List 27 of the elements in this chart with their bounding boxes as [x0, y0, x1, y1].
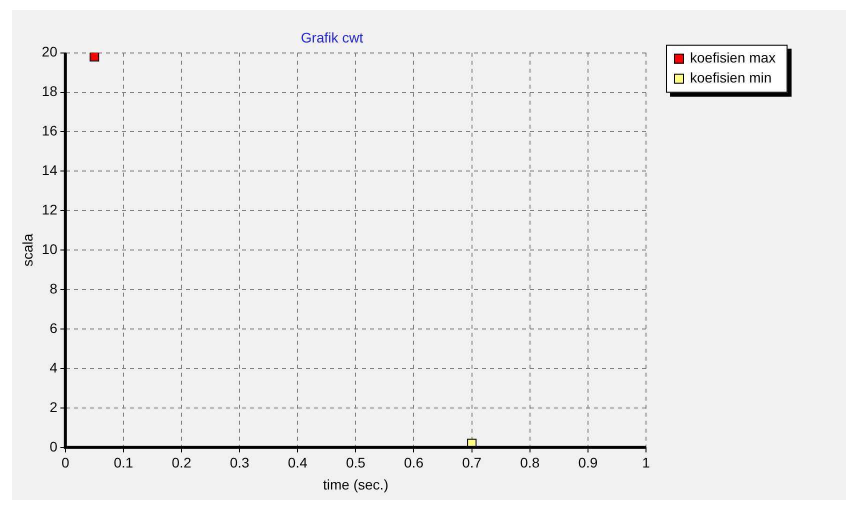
y-tick-label: 18 — [42, 83, 58, 100]
x-tick-label: 1 — [642, 454, 650, 471]
x-tick-label: 0.5 — [346, 454, 366, 471]
legend-label: koefisien max — [690, 50, 776, 66]
y-tick-label: 10 — [42, 240, 58, 257]
y-tick-label: 4 — [50, 359, 58, 376]
y-axis-title: scala — [19, 234, 36, 266]
x-tick-label: 0.2 — [172, 454, 192, 471]
y-tick-label: 16 — [42, 122, 58, 139]
x-tick-label: 0 — [61, 454, 70, 471]
x-axis-title: time (sec.) — [323, 476, 388, 492]
x-tick-label: 0.3 — [230, 454, 250, 471]
legend-label: koefisien min — [690, 70, 772, 86]
y-tick-label: 6 — [50, 320, 58, 336]
y-tick-label: 12 — [42, 202, 58, 218]
x-tick-label: 0.4 — [288, 454, 308, 471]
x-tick-label: 0.6 — [404, 454, 424, 471]
x-tick-label: 0.7 — [462, 454, 482, 471]
y-tick-label: 20 — [42, 44, 58, 60]
y-tick-label: 0 — [50, 438, 58, 454]
x-tick-label: 0.8 — [520, 454, 540, 471]
y-tick-label: 14 — [42, 162, 58, 178]
x-tick-label: 0.1 — [114, 454, 134, 471]
y-tick-label: 2 — [50, 398, 58, 415]
y-tick-label: 8 — [50, 280, 58, 296]
x-tick-label: 0.9 — [578, 454, 598, 471]
chart-title: Grafik cwt — [300, 29, 364, 46]
